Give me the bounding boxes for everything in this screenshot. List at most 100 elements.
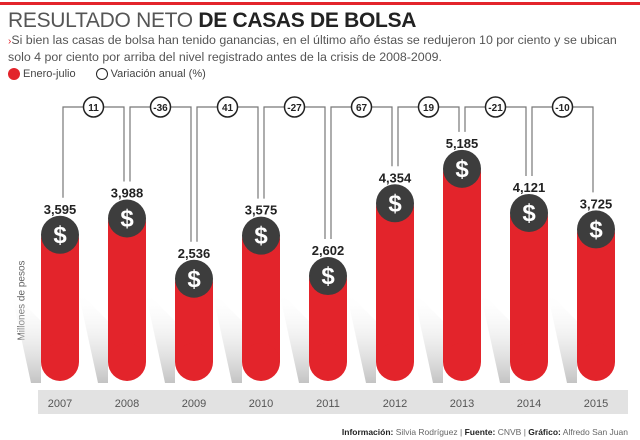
- coin-icon: [108, 199, 146, 238]
- year-band: [38, 390, 628, 414]
- bar: [242, 239, 280, 362]
- info-label: Información:: [341, 427, 394, 437]
- x-tick-label: 2013: [450, 398, 474, 410]
- bar-shadow: [78, 291, 108, 383]
- value-label: 4,121: [513, 180, 546, 195]
- change-label: 67: [356, 103, 368, 114]
- change-connector: [263, 106, 326, 240]
- change-label: -10: [555, 103, 570, 114]
- coin-icon: [242, 216, 280, 255]
- title-light: RESULTADO NETO: [8, 9, 193, 32]
- source-value: CNVB: [497, 427, 522, 437]
- change-badge: [350, 96, 373, 118]
- bar-shadow: [212, 291, 242, 383]
- chart-subtitle: ›Si bien las casas de bolsa han tenido g…: [8, 33, 628, 64]
- coin-icon: [175, 259, 213, 298]
- bar-bottom-cap: [376, 343, 414, 381]
- bar-shadow: [279, 291, 309, 383]
- bar-shadow: [480, 291, 510, 383]
- x-tick-label: 2007: [48, 398, 72, 410]
- dollar-icon: $: [187, 266, 201, 293]
- bar: [510, 216, 548, 362]
- info-value: Silvia Rodríguez: [395, 427, 458, 437]
- graphic-label: Gráfico:: [528, 427, 561, 437]
- legend-change-label: Variación anual (%): [110, 68, 206, 80]
- value-label: 2,602: [312, 243, 345, 258]
- legend-ring-icon: [95, 68, 108, 80]
- coin-icon: [376, 184, 414, 223]
- bar-bottom-cap: [175, 343, 213, 381]
- change-label: -21: [488, 103, 503, 114]
- coin-icon: [577, 210, 615, 249]
- x-tick-label: 2009: [182, 398, 206, 410]
- value-label: 3,575: [245, 203, 278, 218]
- bar: [41, 238, 79, 362]
- legend-series-label: Enero-julio: [23, 68, 76, 80]
- bar-bottom-cap: [41, 343, 79, 381]
- bar-bottom-cap: [443, 343, 481, 381]
- bar-bottom-cap: [577, 343, 615, 381]
- value-label: 2,536: [178, 246, 211, 261]
- subtitle-arrow-icon: ›: [8, 36, 12, 47]
- value-label: 5,185: [446, 136, 479, 151]
- bar: [108, 222, 146, 362]
- change-label: 19: [423, 103, 435, 114]
- bar-bottom-cap: [108, 343, 146, 381]
- change-label: 11: [88, 103, 99, 114]
- title-bold: DE CASAS DE BOLSA: [198, 9, 417, 32]
- bar-bottom-cap: [510, 343, 548, 381]
- x-tick-label: 2012: [383, 398, 407, 410]
- source-label: Fuente:: [464, 427, 496, 437]
- change-label: -36: [153, 103, 168, 114]
- chart-title: RESULTADO NETO DE CASAS DE BOLSA: [8, 9, 416, 33]
- x-tick-label: 2014: [517, 398, 541, 410]
- separator: |: [523, 427, 526, 437]
- change-badge: [551, 96, 574, 118]
- change-connector: [62, 106, 125, 198]
- bar-shadow: [547, 291, 577, 383]
- coin-icon: [41, 215, 79, 254]
- x-tick-label: 2010: [249, 398, 273, 410]
- bar-bottom-cap: [309, 343, 347, 381]
- x-tick-label: 2015: [584, 398, 608, 410]
- bar-shadow: [413, 291, 443, 383]
- bar: [577, 233, 615, 362]
- change-badge: [484, 96, 507, 118]
- x-tick-label: 2008: [115, 398, 139, 410]
- credits-footer: Información: Silvia Rodríguez | Fuente: …: [342, 427, 628, 437]
- legend-red-dot-icon: [8, 68, 20, 80]
- bar-shadow: [346, 291, 376, 383]
- change-label: -27: [287, 103, 302, 114]
- legend-item-series: Enero-julio: [8, 68, 76, 80]
- dollar-icon: $: [120, 205, 134, 232]
- change-badge: [149, 96, 172, 118]
- dollar-icon: $: [321, 263, 335, 290]
- top-accent-bar: [0, 2, 640, 5]
- bar: [443, 172, 481, 362]
- dollar-icon: $: [53, 222, 67, 249]
- dollar-icon: $: [388, 190, 402, 217]
- value-label: 4,354: [379, 170, 412, 185]
- separator: |: [460, 427, 463, 437]
- subtitle-text: Si bien las casas de bolsa han tenido ga…: [8, 33, 617, 64]
- dollar-icon: $: [455, 156, 469, 183]
- dollar-icon: $: [522, 200, 536, 227]
- x-tick-label: 2011: [316, 398, 340, 410]
- bar-bottom-cap: [242, 343, 280, 381]
- change-badge: [417, 96, 440, 118]
- coin-icon: [510, 193, 548, 232]
- change-label: 41: [222, 103, 234, 114]
- value-label: 3,595: [44, 202, 77, 217]
- dollar-icon: $: [254, 223, 268, 250]
- bar-shadow: [145, 291, 175, 383]
- legend: Enero-julio Variación anual (%): [8, 68, 226, 80]
- bar-shadow: [11, 291, 41, 383]
- coin-icon: [309, 257, 347, 296]
- dollar-icon: $: [589, 216, 603, 243]
- value-label: 3,725: [580, 196, 613, 211]
- bar: [376, 207, 414, 362]
- coin-icon: [443, 149, 481, 188]
- change-badge: [216, 96, 239, 118]
- graphic-value: Alfredo San Juan: [562, 427, 628, 437]
